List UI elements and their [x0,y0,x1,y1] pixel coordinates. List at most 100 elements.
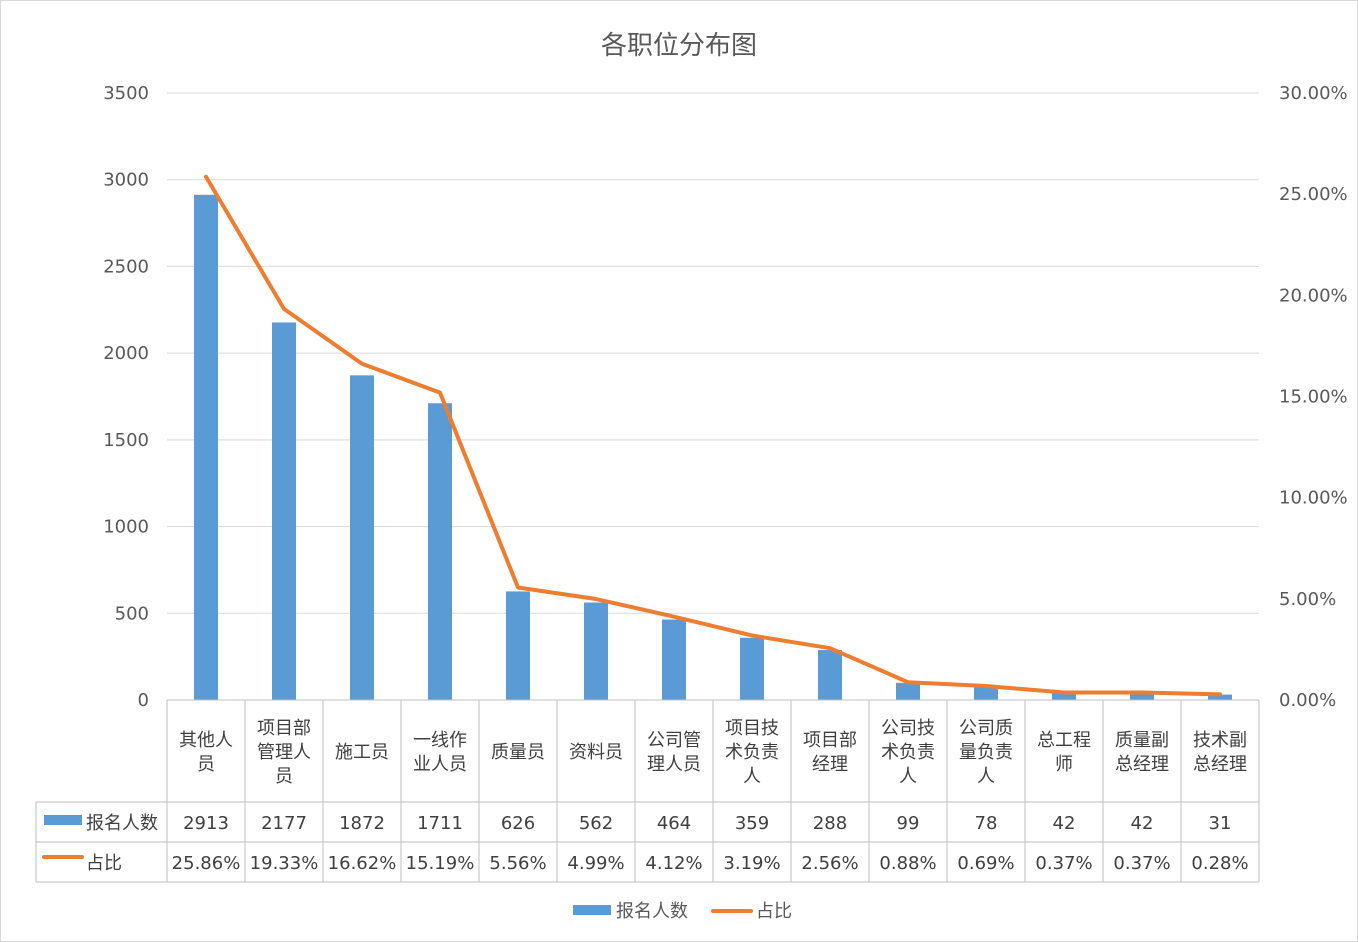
category-label: 员 [197,754,215,775]
bar-series [194,194,1232,701]
category-label: 资料员 [569,742,623,763]
table-key-bar [44,815,82,825]
table-cell: 464 [657,813,691,834]
table-cell: 19.33% [250,853,319,874]
left-axis-tick-label: 3500 [103,83,149,104]
category-label: 公司技 [881,718,935,739]
line-point [751,634,753,636]
table-cell: 99 [897,813,920,834]
line-point [1141,692,1143,694]
category-label: 质量员 [491,742,545,763]
table-cell: 562 [579,813,613,834]
line-point [595,598,597,600]
line-point [517,587,519,589]
category-label: 质量副 [1115,730,1169,751]
bar [896,682,920,700]
bar [1208,694,1232,700]
category-label: 术负责 [725,742,779,763]
bar [974,686,998,700]
table-cell: 0.69% [957,853,1014,874]
table-row-header: 占比 [86,853,122,874]
category-label: 人 [899,766,917,787]
table-cell: 359 [735,813,769,834]
line-point [985,685,987,687]
bar [272,322,296,700]
line-point [361,363,363,365]
category-label: 技术副 [1193,730,1247,751]
bar [194,194,218,701]
right-axis-tick-label: 10.00% [1279,488,1348,509]
line-point [1063,692,1065,694]
table-cell: 3.19% [723,853,780,874]
category-label: 业人员 [413,754,467,775]
table-cell: 0.28% [1191,853,1248,874]
table-cell: 1872 [339,813,385,834]
category-label: 量负责 [959,742,1013,763]
legend-key-bar [573,905,611,915]
category-label: 公司管 [647,730,701,751]
category-label: 项目部 [257,718,311,739]
category-label: 公司质 [959,718,1013,739]
line-point [1219,693,1221,695]
table-cell: 0.37% [1035,853,1092,874]
right-axis-tick-label: 0.00% [1279,690,1336,711]
left-axis-tick-label: 0 [138,690,149,711]
line-point [673,616,675,618]
category-label: 师 [1055,754,1073,775]
line-point [283,308,285,310]
table-cell: 15.19% [406,853,475,874]
line-series-path [204,174,1222,697]
table-cell: 78 [975,813,998,834]
left-axis-tick-label: 500 [115,603,149,624]
legend: 报名人数 占比 [573,901,792,922]
right-axis-tick-label: 5.00% [1279,589,1336,610]
left-axis-tick-label: 1500 [103,430,149,451]
bar [1130,692,1154,700]
category-label: 经理 [812,754,848,775]
right-axis-tick-label: 30.00% [1279,83,1348,104]
category-label: 管理人 [257,742,311,763]
left-axis-tick-label: 3000 [103,170,149,191]
right-axis-tick-label: 15.00% [1279,387,1348,408]
category-label: 项目部 [803,730,857,751]
table-cell: 31 [1209,813,1232,834]
table-cell: 2913 [183,813,229,834]
chart-title: 各职位分布图 [601,31,757,61]
table-cell: 16.62% [328,853,397,874]
bar [1052,692,1076,700]
bar [428,403,452,700]
table-cell: 42 [1131,813,1154,834]
table-cell: 0.37% [1113,853,1170,874]
right-axis-tick-label: 20.00% [1279,285,1348,306]
category-label: 人 [977,766,995,787]
category-label: 一线作 [413,730,467,751]
table-cell: 626 [501,813,535,834]
gridlines [167,92,1259,614]
left-axis-tick-label: 1000 [103,517,149,538]
category-label: 其他人 [179,730,233,751]
bar [740,637,764,700]
table-cell: 42 [1053,813,1076,834]
legend-label: 占比 [756,901,792,922]
left-axis-tick-label: 2500 [103,256,149,277]
category-label: 施工员 [335,742,389,763]
bar [818,650,842,700]
bar [662,619,686,700]
left-axis-ticks: 0 500 1000 1500 2000 2500 3000 3500 [103,83,149,711]
bar [506,591,530,700]
line-series [204,174,1222,697]
line-point [829,647,831,649]
table-cell: 288 [813,813,847,834]
category-label: 术负责 [881,742,935,763]
table-cell: 2.56% [801,853,858,874]
category-label: 理人员 [647,754,701,775]
category-label: 人 [743,766,761,787]
right-axis-tick-label: 25.00% [1279,184,1348,205]
category-label: 项目技 [725,718,779,739]
table-cell: 4.12% [645,853,702,874]
table-cell: 5.56% [489,853,546,874]
table-cell: 4.99% [567,853,624,874]
